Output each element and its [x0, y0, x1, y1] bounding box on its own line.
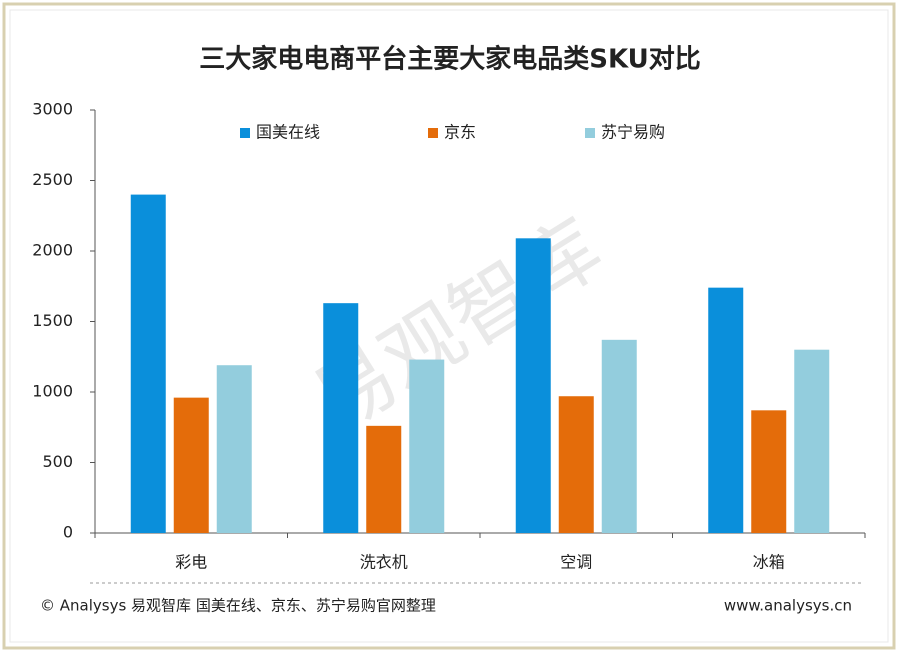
source-url: www.analysys.cn — [724, 597, 852, 615]
bar — [216, 365, 252, 533]
x-tick-label: 冰箱 — [753, 553, 785, 572]
bar — [366, 425, 402, 533]
y-tick-label: 2500 — [32, 170, 73, 189]
legend-swatch — [240, 128, 250, 138]
legend-swatch — [585, 128, 595, 138]
bar — [558, 396, 594, 533]
y-tick-label: 2000 — [32, 241, 73, 260]
y-tick-label: 500 — [42, 452, 73, 471]
bar — [130, 194, 166, 533]
x-tick-label: 洗衣机 — [360, 553, 408, 572]
bar — [323, 303, 359, 533]
chart-title: 三大家电电商平台主要大家电品类SKU对比 — [199, 44, 701, 75]
legend-swatch — [428, 128, 438, 138]
x-tick-label: 空调 — [560, 553, 592, 572]
x-tick-label: 彩电 — [175, 553, 207, 572]
y-tick-label: 1500 — [32, 311, 73, 330]
source-note: © Analysys 易观智库 国美在线、京东、苏宁易购官网整理 — [40, 597, 436, 615]
inner-frame — [9, 9, 889, 643]
y-tick-label: 1000 — [32, 382, 73, 401]
bar — [173, 397, 209, 533]
bar — [515, 238, 551, 533]
legend-label: 京东 — [444, 123, 476, 142]
bar — [794, 349, 830, 533]
legend-label: 苏宁易购 — [601, 123, 665, 142]
bar — [601, 339, 637, 533]
bar — [708, 287, 744, 533]
legend-label: 国美在线 — [256, 123, 320, 142]
y-tick-label: 0 — [63, 523, 73, 542]
bar — [751, 410, 787, 533]
y-tick-label: 3000 — [32, 100, 73, 119]
bar — [409, 359, 445, 533]
